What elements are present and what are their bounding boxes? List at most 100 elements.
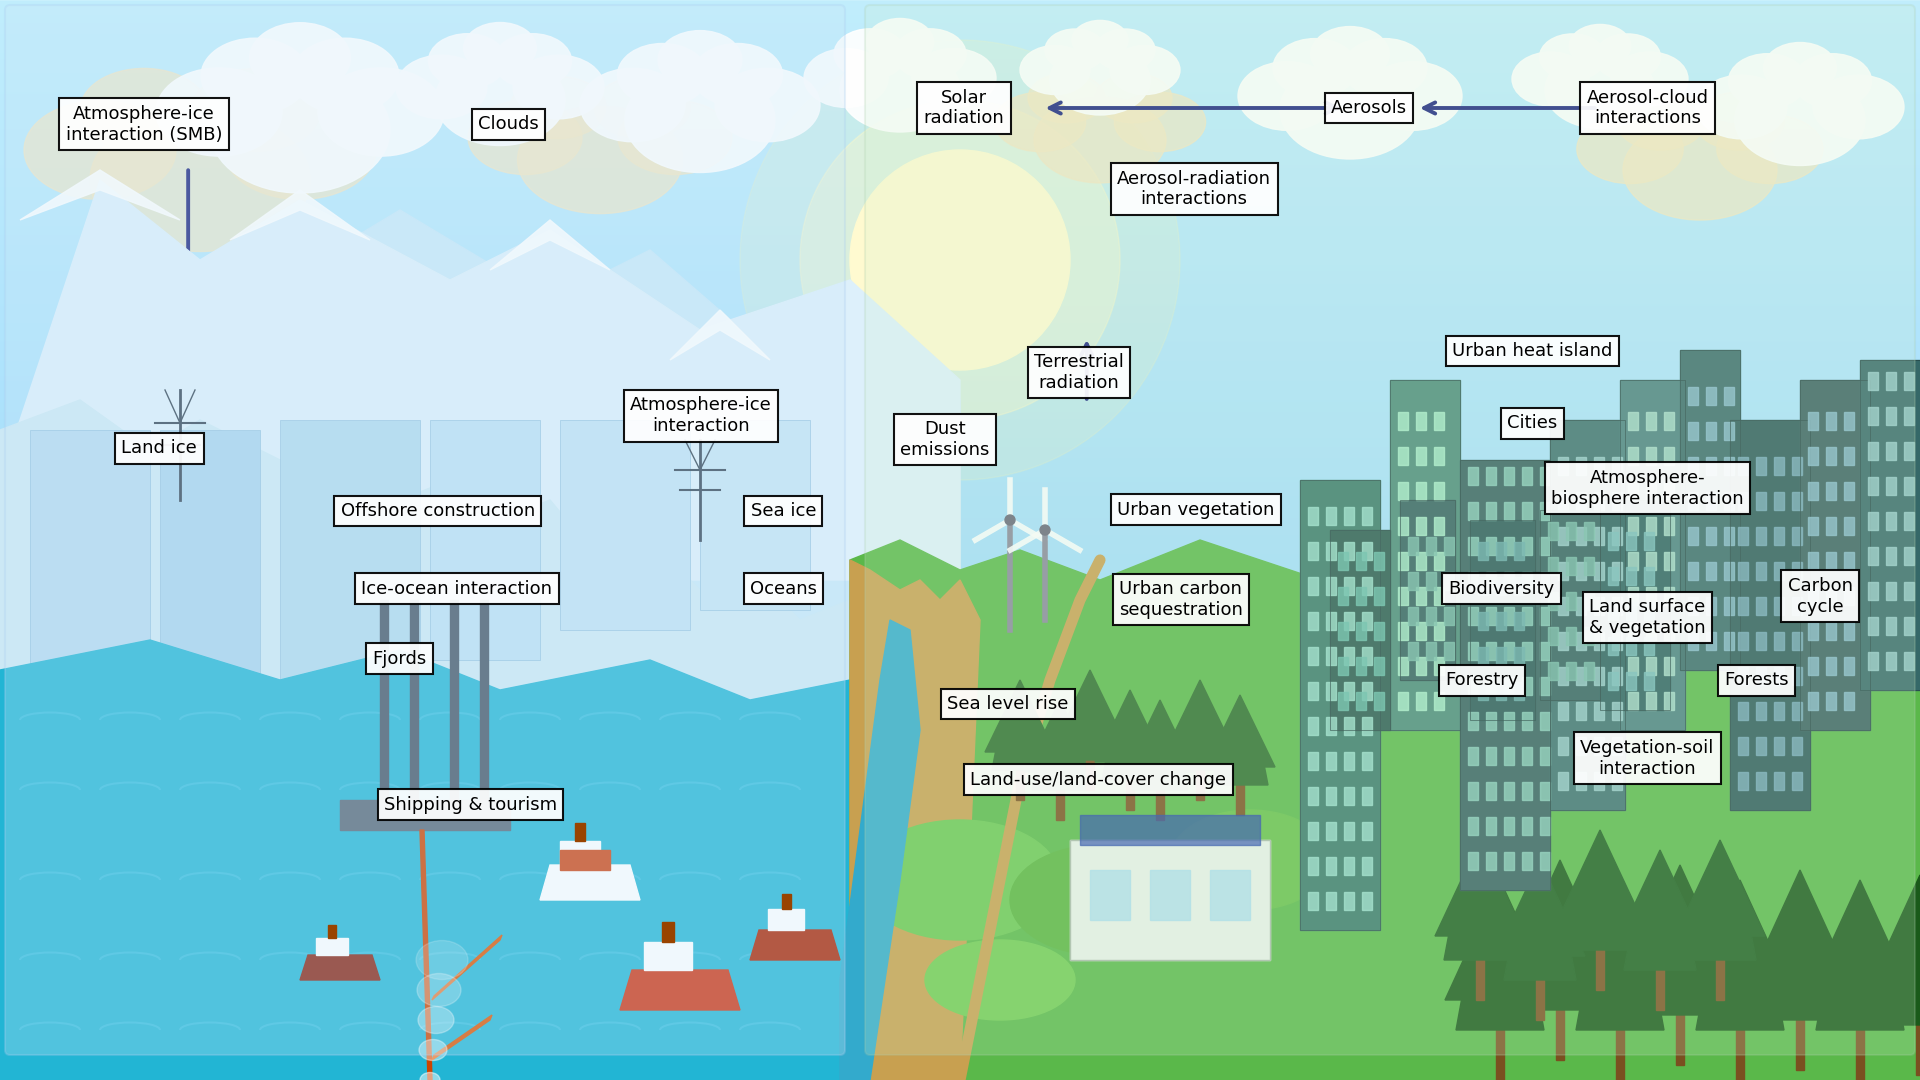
Bar — [1478, 542, 1488, 561]
Bar — [1644, 637, 1653, 654]
Bar — [1361, 681, 1373, 700]
Bar — [1613, 492, 1622, 510]
Bar — [1594, 457, 1603, 475]
Ellipse shape — [659, 30, 741, 90]
Bar — [1609, 602, 1619, 620]
Bar — [1609, 672, 1619, 690]
Bar — [1486, 677, 1496, 696]
Bar — [1645, 657, 1655, 675]
Bar — [1688, 597, 1697, 615]
Ellipse shape — [1622, 120, 1778, 220]
Bar — [1645, 482, 1655, 500]
Bar — [1707, 492, 1716, 510]
Bar — [1905, 652, 1914, 670]
Bar — [1515, 681, 1524, 700]
Bar — [1375, 588, 1384, 605]
Bar — [1327, 752, 1336, 770]
Text: Solar
radiation: Solar radiation — [924, 89, 1004, 127]
Bar — [1327, 787, 1336, 805]
Bar — [1868, 512, 1878, 530]
Bar — [1843, 411, 1855, 430]
Bar — [1791, 597, 1803, 615]
Bar — [411, 600, 419, 820]
Bar — [1576, 632, 1586, 650]
Bar — [1308, 507, 1317, 525]
Bar — [561, 840, 599, 865]
Bar — [1486, 712, 1496, 730]
Bar — [1707, 387, 1716, 405]
Bar — [1826, 588, 1836, 605]
Bar — [1540, 510, 1599, 700]
Bar — [1680, 350, 1740, 670]
Bar — [1791, 527, 1803, 545]
Bar — [1738, 772, 1747, 789]
Bar — [1584, 557, 1594, 575]
Polygon shape — [1686, 880, 1795, 1030]
Bar — [1843, 552, 1855, 570]
Bar — [1826, 482, 1836, 500]
Bar — [1417, 622, 1427, 640]
Bar — [380, 600, 388, 820]
Bar — [1655, 962, 1665, 1010]
Text: Biodiversity: Biodiversity — [1448, 580, 1555, 597]
Bar — [1236, 779, 1244, 815]
Bar — [1738, 527, 1747, 545]
Circle shape — [739, 40, 1181, 480]
Ellipse shape — [1094, 29, 1156, 71]
Ellipse shape — [618, 43, 707, 107]
Bar — [1361, 892, 1373, 910]
Bar — [1724, 422, 1734, 440]
Polygon shape — [1446, 880, 1555, 1030]
Ellipse shape — [81, 68, 207, 151]
Text: Ice-ocean interaction: Ice-ocean interaction — [361, 580, 553, 597]
Ellipse shape — [1693, 92, 1784, 150]
Bar — [1688, 387, 1697, 405]
Bar — [1801, 380, 1870, 730]
Bar — [1503, 607, 1515, 625]
Bar — [1540, 502, 1549, 519]
Bar — [1795, 1010, 1805, 1070]
Bar — [1665, 692, 1674, 710]
Polygon shape — [751, 930, 841, 960]
Ellipse shape — [396, 55, 488, 119]
Ellipse shape — [428, 33, 507, 89]
Polygon shape — [1505, 860, 1615, 1010]
Bar — [1857, 1020, 1864, 1080]
Polygon shape — [300, 955, 380, 980]
Bar — [1628, 622, 1638, 640]
Bar — [1707, 422, 1716, 440]
Bar — [1628, 552, 1638, 570]
Bar — [1390, 380, 1459, 730]
Bar — [1609, 637, 1619, 654]
Bar — [1576, 527, 1586, 545]
Bar — [1843, 447, 1855, 465]
Bar — [1523, 467, 1532, 485]
Polygon shape — [1054, 670, 1125, 760]
Bar — [1707, 597, 1716, 615]
Bar — [1613, 772, 1622, 789]
Bar — [1843, 517, 1855, 535]
Bar — [1557, 667, 1569, 685]
Bar — [1540, 607, 1549, 625]
Ellipse shape — [463, 23, 536, 73]
Bar — [1327, 822, 1336, 840]
Bar — [1567, 627, 1576, 645]
Bar — [1156, 784, 1164, 820]
Bar — [1344, 647, 1354, 665]
Bar — [1626, 637, 1636, 654]
Ellipse shape — [1094, 73, 1171, 123]
Bar — [1665, 622, 1674, 640]
Bar — [1361, 717, 1373, 735]
Bar — [1599, 500, 1670, 710]
Bar — [1613, 702, 1622, 720]
Bar — [1609, 567, 1619, 585]
Bar — [1361, 542, 1373, 561]
Ellipse shape — [202, 38, 309, 113]
Bar — [1724, 597, 1734, 615]
Bar — [1417, 411, 1427, 430]
Text: Atmosphere-
biosphere interaction: Atmosphere- biosphere interaction — [1551, 469, 1743, 508]
Bar — [1344, 822, 1354, 840]
Bar — [1503, 712, 1515, 730]
Bar — [1427, 537, 1436, 555]
Bar — [1515, 647, 1524, 665]
